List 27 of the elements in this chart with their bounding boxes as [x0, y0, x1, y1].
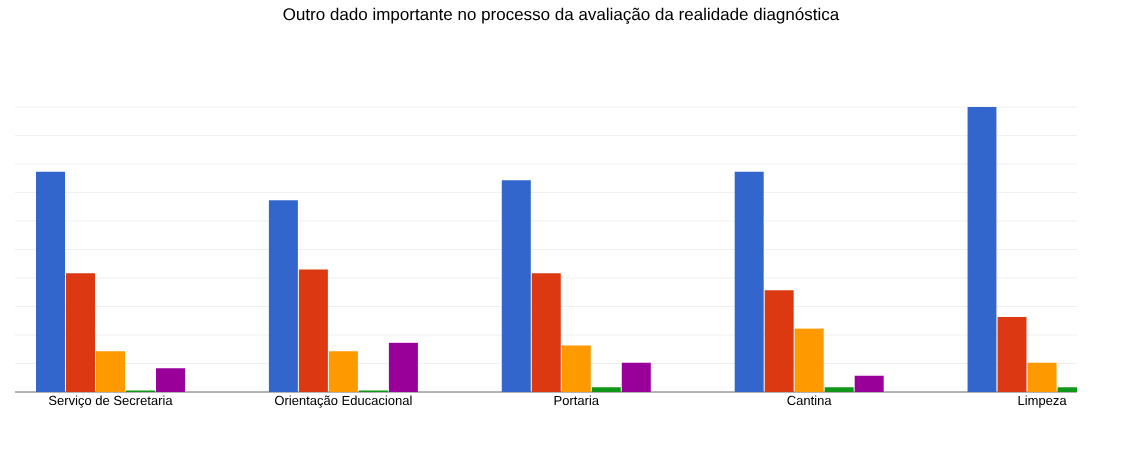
bar	[35, 171, 65, 392]
bar	[824, 387, 854, 392]
bar	[1027, 362, 1057, 392]
bar	[997, 317, 1027, 392]
bar	[854, 375, 884, 392]
bar	[268, 200, 298, 392]
bar	[501, 180, 531, 392]
bar	[734, 171, 764, 392]
bar	[561, 345, 591, 392]
bar	[155, 368, 185, 392]
bar	[621, 362, 651, 392]
bar	[388, 342, 418, 392]
x-tick-label: Serviço de Secretaria	[48, 395, 173, 408]
chart-title: Outro dado importante no processo da avaliação da realidade diagnóstica	[283, 7, 840, 24]
bar	[328, 351, 358, 392]
bar	[591, 387, 621, 392]
x-tick-label: Orientação Educacional	[274, 395, 412, 408]
bar	[65, 273, 95, 392]
bar	[298, 269, 328, 392]
bar	[95, 351, 125, 392]
bar	[967, 106, 997, 392]
x-tick-label: Cantina	[787, 395, 832, 406]
x-tick-label: Limpeza	[1018, 395, 1067, 408]
x-tick-label: Portaria	[554, 395, 600, 406]
bar	[794, 328, 824, 392]
bar	[531, 273, 561, 392]
bar	[764, 290, 794, 392]
